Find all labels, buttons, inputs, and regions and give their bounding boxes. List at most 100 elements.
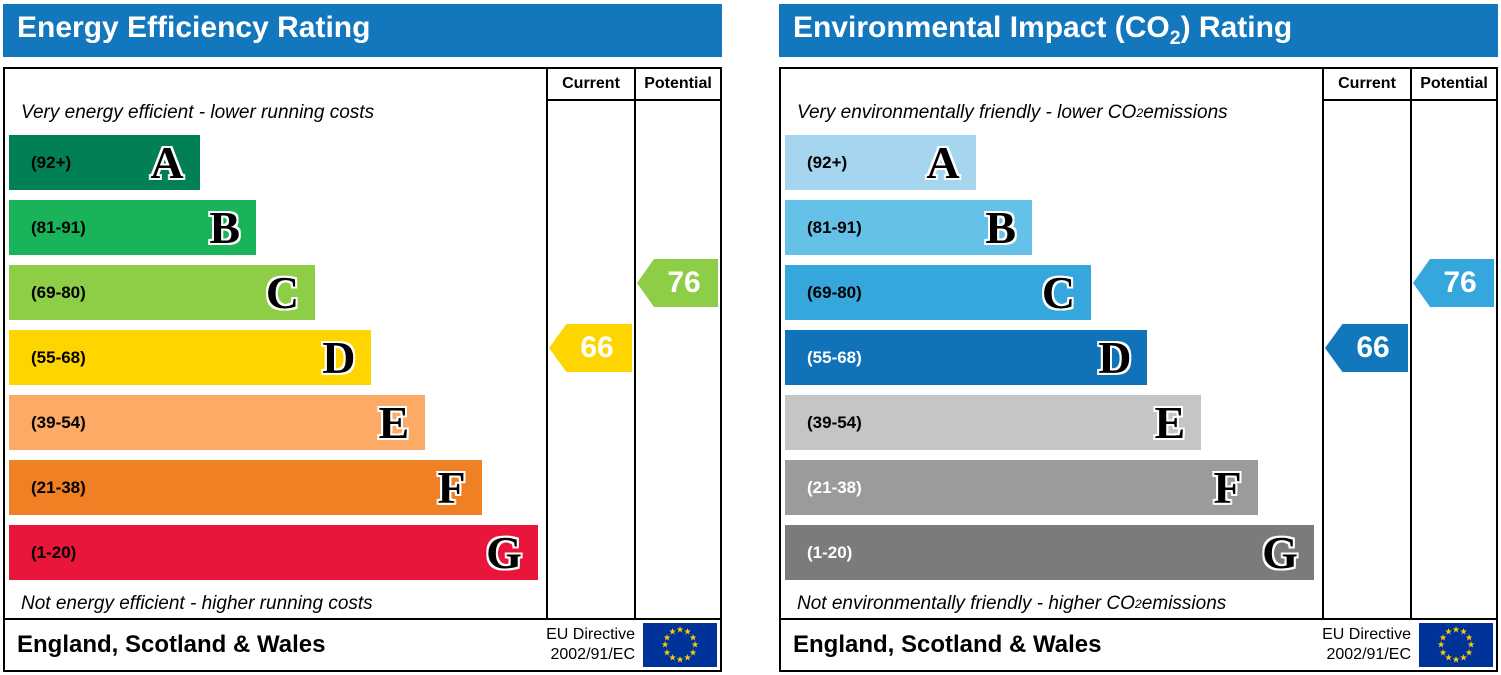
eu-directive-label: EU Directive 2002/91/EC xyxy=(1322,625,1411,665)
eu-star-icon: ★ xyxy=(668,626,677,637)
band-a: (92+) A xyxy=(9,135,200,190)
eu-star-icon: ★ xyxy=(675,624,685,635)
band-range-label: (69-80) xyxy=(807,282,862,302)
band-range-label: (55-68) xyxy=(807,347,862,367)
eu-directive-line2: 2002/91/EC xyxy=(1326,646,1411,663)
current-column-header: Current xyxy=(1324,69,1410,101)
band-range-label: (1-20) xyxy=(31,542,77,562)
eu-star-icon: ★ xyxy=(1444,652,1453,663)
current-column-header: Current xyxy=(548,69,634,101)
bands-pane: Very energy efficient - lower running co… xyxy=(5,69,546,618)
potential-column: Potential 76 xyxy=(634,69,720,618)
band-range-label: (39-54) xyxy=(807,412,862,432)
band-letter: E xyxy=(378,396,410,448)
potential-column-header: Potential xyxy=(1412,69,1496,101)
rating-table-body: Very energy efficient - lower running co… xyxy=(5,69,720,618)
band-letter: F xyxy=(437,461,466,513)
band-range-label: (21-38) xyxy=(807,477,862,497)
eu-star-icon: ★ xyxy=(1459,652,1468,663)
energy-efficiency-chart: Energy Efficiency Rating Very energy eff… xyxy=(3,4,722,672)
chart-title: Energy Efficiency Rating xyxy=(17,11,371,44)
current-column-body: 66 xyxy=(548,101,634,618)
band-letter: B xyxy=(209,201,241,253)
band-range-label: (81-91) xyxy=(31,217,86,237)
current-rating-arrow: 66 xyxy=(549,324,632,372)
band-letter: A xyxy=(150,136,184,188)
band-letter: E xyxy=(1154,396,1186,448)
potential-column: Potential 76 xyxy=(1410,69,1496,618)
band-d: (55-68) D xyxy=(785,330,1148,385)
band-range-label: (21-38) xyxy=(31,477,86,497)
eu-flag-icon: ★ ★ ★ ★ ★ ★ ★ ★ ★ ★ ★ ★ xyxy=(643,623,717,667)
band-letter: C xyxy=(265,266,300,318)
band-f: (21-38) F xyxy=(9,460,482,515)
potential-rating-value: 76 xyxy=(1443,266,1477,299)
band-letter: D xyxy=(322,331,356,383)
eu-star-icon: ★ xyxy=(1438,647,1448,657)
eu-star-icon: ★ xyxy=(688,632,698,642)
band-b: (81-91) B xyxy=(785,200,1033,255)
band-range-label: (92+) xyxy=(807,152,848,172)
eu-star-icon: ★ xyxy=(1464,632,1474,642)
potential-rating-arrow: 76 xyxy=(1413,259,1494,307)
eu-star-icon: ★ xyxy=(660,639,670,650)
band-g: (1-20) G xyxy=(9,525,538,580)
current-rating-value: 66 xyxy=(580,331,614,364)
region-label: England, Scotland & Wales xyxy=(793,631,1102,658)
rating-table: Very energy efficient - lower running co… xyxy=(3,67,722,672)
eu-star-icon: ★ xyxy=(688,647,698,657)
eu-star-icon: ★ xyxy=(662,647,672,657)
eu-star-icon: ★ xyxy=(1464,647,1474,657)
band-e: (39-54) E xyxy=(785,395,1202,450)
rating-table-body: Very environmentally friendly - lower CO… xyxy=(781,69,1496,618)
bottom-note: Not environmentally friendly - higher CO… xyxy=(797,593,1227,614)
potential-rating-arrow: 76 xyxy=(637,259,718,307)
eu-star-icon: ★ xyxy=(1459,626,1468,637)
eu-flag-icon: ★ ★ ★ ★ ★ ★ ★ ★ ★ ★ ★ ★ xyxy=(1419,623,1493,667)
band-d: (55-68) D xyxy=(9,330,372,385)
region-label: England, Scotland & Wales xyxy=(17,631,326,658)
eu-star-icon: ★ xyxy=(690,639,700,650)
environmental-impact-chart: Environmental Impact (CO2) Rating Very e… xyxy=(779,4,1498,672)
eu-directive-line1: EU Directive xyxy=(546,626,635,643)
top-note: Very environmentally friendly - lower CO… xyxy=(797,102,1228,123)
potential-column-header: Potential xyxy=(636,69,720,101)
band-letter: D xyxy=(1098,331,1132,383)
potential-rating-value: 76 xyxy=(667,266,701,299)
eu-star-icon: ★ xyxy=(675,654,685,665)
band-letter: G xyxy=(486,526,522,578)
eu-star-icon: ★ xyxy=(668,652,677,663)
eu-star-icon: ★ xyxy=(1466,639,1476,650)
eu-directive-label: EU Directive 2002/91/EC xyxy=(546,625,635,665)
eu-directive-line1: EU Directive xyxy=(1322,626,1411,643)
eu-star-icon: ★ xyxy=(1444,626,1453,637)
bands-pane: Very environmentally friendly - lower CO… xyxy=(781,69,1322,618)
band-letter: C xyxy=(1041,266,1076,318)
band-g: (1-20) G xyxy=(785,525,1314,580)
current-column: Current 66 xyxy=(1322,69,1410,618)
current-rating-arrow: 66 xyxy=(1325,324,1408,372)
table-footer: England, Scotland & Wales EU Directive 2… xyxy=(781,618,1496,670)
band-c: (69-80) C xyxy=(9,265,316,320)
band-range-label: (92+) xyxy=(31,152,72,172)
current-rating-value: 66 xyxy=(1356,331,1390,364)
eu-star-icon: ★ xyxy=(662,632,672,642)
eu-directive-line2: 2002/91/EC xyxy=(550,646,635,663)
band-range-label: (39-54) xyxy=(31,412,86,432)
band-f: (21-38) F xyxy=(785,460,1258,515)
eu-star-icon: ★ xyxy=(1451,624,1461,635)
eu-star-icon: ★ xyxy=(1451,654,1461,665)
band-range-label: (1-20) xyxy=(807,542,853,562)
eu-star-icon: ★ xyxy=(1438,632,1448,642)
chart-title-bar: Environmental Impact (CO2) Rating xyxy=(779,4,1498,57)
bottom-note: Not energy efficient - higher running co… xyxy=(21,593,373,614)
band-letter: B xyxy=(985,201,1017,253)
band-c: (69-80) C xyxy=(785,265,1092,320)
band-letter: G xyxy=(1262,526,1298,578)
potential-column-body: 76 xyxy=(1412,101,1496,618)
band-range-label: (81-91) xyxy=(807,217,862,237)
band-letter: F xyxy=(1213,461,1242,513)
eu-star-icon: ★ xyxy=(683,626,692,637)
band-a: (92+) A xyxy=(785,135,976,190)
rating-table: Very environmentally friendly - lower CO… xyxy=(779,67,1498,672)
